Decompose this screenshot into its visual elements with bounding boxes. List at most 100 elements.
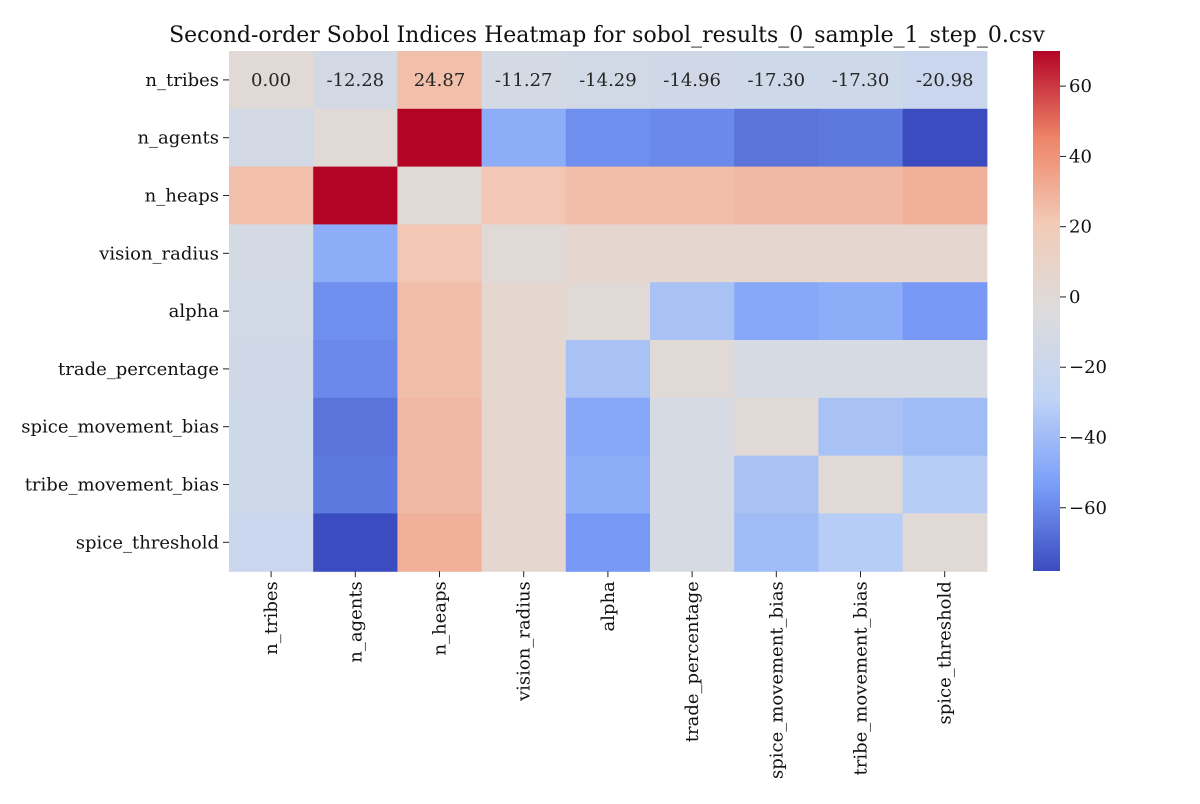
row-label: n_tribes [145,70,219,91]
heatmap-cell [313,340,398,399]
heatmap-cell [650,108,735,168]
heatmap-cell [818,513,904,572]
heatmap-cell [734,224,819,283]
heatmap-cell [481,166,567,225]
heatmap-cell [902,51,988,110]
heatmap-cell [313,282,398,341]
heatmap-cell [818,224,904,283]
cell-value-label: -17.30 [832,70,890,91]
row-label: n_heaps [145,186,219,207]
heatmap-cell [902,455,988,514]
heatmap-cell [229,166,314,225]
heatmap-cell [734,513,819,572]
heatmap-cell [565,51,651,110]
heatmap-cell [565,224,651,283]
column-label: tribe_movement_bias [851,581,872,775]
heatmap-cell [313,51,398,110]
row-label: vision_radius [98,243,219,264]
heatmap-cell [818,397,904,457]
heatmap-cell [565,513,651,572]
heatmap-cell [229,108,314,168]
heatmap-cell [650,166,735,225]
heatmap-cell [313,513,398,572]
heatmap-cell [313,455,398,514]
heatmap-cell [902,397,988,457]
heatmap-cell [565,397,651,457]
cell-value-label: 0.00 [251,70,291,91]
heatmap-cell [818,166,904,225]
column-label: spice_threshold [935,581,956,724]
heatmap-cell [902,513,988,572]
colorbar-tick-label: 0 [1069,287,1080,308]
heatmap-cell [229,282,314,341]
cell-value-label: -12.28 [326,70,384,91]
heatmap-cell [734,166,819,225]
column-label: spice_movement_bias [766,581,787,779]
heatmap-cell [734,455,819,514]
heatmap-cell [650,340,735,399]
heatmap-cell [481,224,567,283]
heatmap-cell [229,397,314,457]
row-labels: n_tribes n_agents n_heaps vision_radiusalph… [21,70,229,553]
colorbar-tick-label: 40 [1069,146,1092,167]
cell-value-label: -11.27 [495,70,553,91]
heatmap-cell [313,108,398,168]
cell-value-label: 24.87 [414,70,466,91]
heatmap-cell [481,513,567,572]
heatmap-cell [734,51,819,110]
heatmap-cell [397,108,483,168]
row-label: trade_percentage [58,359,219,380]
column-label: vision_radius [514,581,535,702]
heatmap-cell [650,397,735,457]
heatmap-cell [481,455,567,514]
cell-value-label: -20.98 [916,70,974,91]
heatmap-cell [902,340,988,399]
heatmap-cell [397,282,483,341]
heatmap-cell [734,282,819,341]
heatmap-cell [229,224,314,283]
heatmap-cell [229,513,314,572]
heatmap-cell [734,397,819,457]
heatmap-cell [229,340,314,399]
heatmap-cell-labels: 0.00 -12.28 24.87 -11.27 -14.29 -14.96 -17.30 -… [251,70,973,91]
column-label: trade_percentage [682,581,703,742]
heatmap-cell [565,455,651,514]
heatmap-cell [902,282,988,341]
column-label: n_heaps [430,581,451,655]
colorbar: 60 40 20 0 −20 −40 −60 [1033,51,1107,571]
row-label: n_agents [137,128,219,149]
heatmap-cell [818,51,904,110]
heatmap-cell [397,224,483,283]
heatmap-cell [481,51,567,110]
heatmap-cell [313,397,398,457]
heatmap-cell [481,108,567,168]
heatmap-cell [734,108,819,168]
colorbar-tick-label: 60 [1069,76,1092,97]
heatmap-cell [313,166,398,225]
colorbar-gradient [1033,51,1060,571]
heatmap-cells [229,51,988,572]
colorbar-tick-label: −40 [1069,427,1107,448]
heatmap-cell [818,108,904,168]
heatmap-cell [902,224,988,283]
heatmap-cell [650,224,735,283]
heatmap-cell [397,455,483,514]
heatmap-cell [650,51,735,110]
chart-title: Second-order Sobol Indices Heatmap for s… [169,23,1045,48]
heatmap-cell [397,340,483,399]
heatmap-cell [565,340,651,399]
column-label: n_agents [345,581,366,663]
heatmap-cell [650,282,735,341]
column-labels: n_tribes n_agents n_heaps vision_radius alph… [261,571,956,779]
colorbar-tick-label: 20 [1069,217,1092,238]
column-label: n_tribes [261,581,282,655]
heatmap-cell [397,51,483,110]
heatmap-cell [818,455,904,514]
column-label: alpha [598,581,619,632]
cell-value-label: -14.29 [579,70,637,91]
heatmap-cell [902,166,988,225]
heatmap-cell [481,397,567,457]
heatmap-cell [734,340,819,399]
heatmap-cell [650,455,735,514]
